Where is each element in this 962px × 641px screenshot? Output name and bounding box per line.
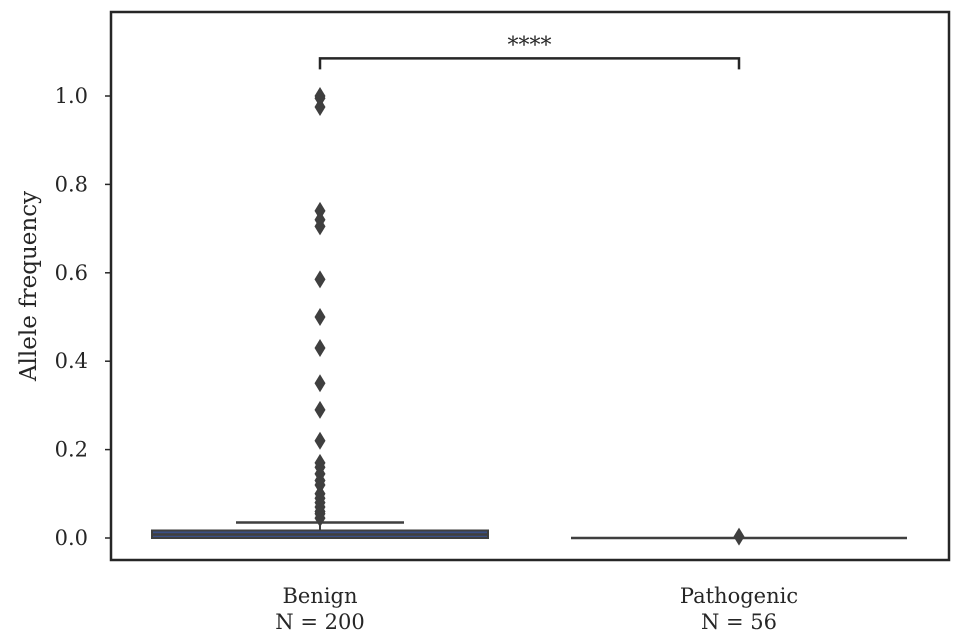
outlier-marker <box>314 509 326 528</box>
y-tick-label: 0.6 <box>55 261 88 285</box>
outlier-marker <box>314 98 326 117</box>
y-tick-label: 0.0 <box>55 526 88 550</box>
box-series <box>151 521 907 540</box>
outlier-marker <box>314 270 326 289</box>
outlier-marker <box>733 527 745 546</box>
outlier-marker <box>314 338 326 357</box>
y-tick-label: 0.8 <box>55 172 88 196</box>
y-axis-title: Allele frequency <box>16 191 42 382</box>
y-axis-ticks: 0.0 0.2 0.4 0.6 0.8 1.0 <box>55 84 111 550</box>
outlier-marker <box>314 400 326 419</box>
outlier-marker <box>314 374 326 393</box>
x-category-count: N = 200 <box>275 610 364 634</box>
x-category-label: Pathogenic <box>680 584 798 608</box>
y-tick-label: 0.4 <box>55 349 88 373</box>
x-category-label: Benign <box>282 584 357 608</box>
plot-frame <box>109 10 951 562</box>
significance-label: **** <box>508 33 552 58</box>
x-category-count: N = 56 <box>701 610 777 634</box>
y-tick-label: 1.0 <box>55 84 88 108</box>
y-tick-label: 0.2 <box>55 438 88 462</box>
outlier-marker <box>314 217 326 236</box>
outlier-marker <box>314 431 326 450</box>
significance-bracket <box>318 57 741 70</box>
outlier-points <box>314 87 745 546</box>
significance-annotation: **** <box>318 33 741 70</box>
outlier-marker <box>314 308 326 326</box>
